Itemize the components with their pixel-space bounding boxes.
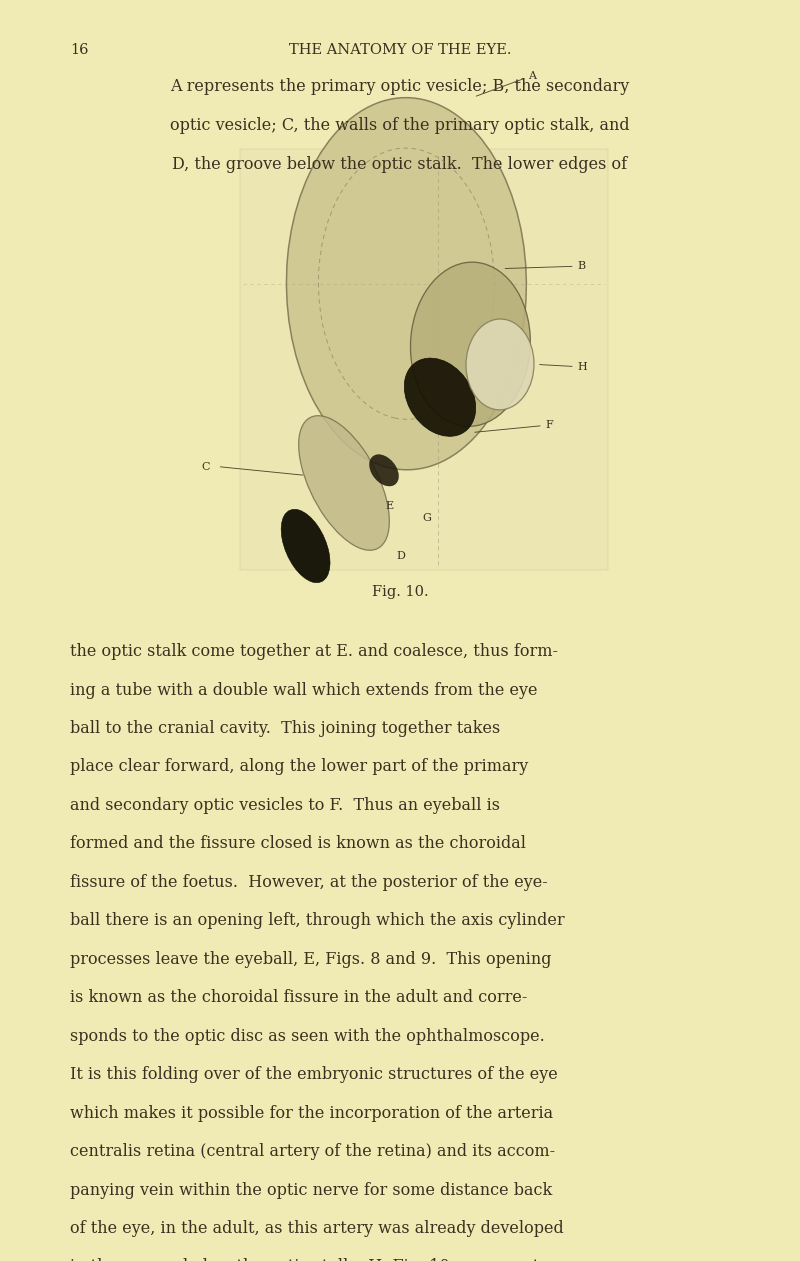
Text: formed and the fissure closed is known as the choroidal: formed and the fissure closed is known a…: [70, 835, 526, 852]
Text: the optic stalk come together at E. and coalesce, thus form-: the optic stalk come together at E. and …: [70, 643, 558, 660]
Text: H: H: [539, 362, 587, 372]
Ellipse shape: [410, 262, 530, 426]
Text: It is this folding over of the embryonic structures of the eye: It is this folding over of the embryonic…: [70, 1066, 558, 1083]
Text: place clear forward, along the lower part of the primary: place clear forward, along the lower par…: [70, 758, 529, 776]
Text: F: F: [474, 420, 554, 433]
Text: G: G: [422, 513, 431, 523]
Text: ball there is an opening left, through which the axis cylinder: ball there is an opening left, through w…: [70, 912, 565, 929]
Ellipse shape: [370, 455, 398, 485]
Bar: [240, 149, 608, 570]
Text: Fig. 10.: Fig. 10.: [372, 585, 428, 599]
Text: D: D: [396, 551, 405, 561]
Text: which makes it possible for the incorporation of the arteria: which makes it possible for the incorpor…: [70, 1105, 554, 1121]
Text: ing a tube with a double wall which extends from the eye: ing a tube with a double wall which exte…: [70, 681, 538, 699]
Text: optic vesicle; C, the walls of the primary optic stalk, and: optic vesicle; C, the walls of the prima…: [170, 117, 630, 134]
Text: sponds to the optic disc as seen with the ophthalmoscope.: sponds to the optic disc as seen with th…: [70, 1028, 545, 1044]
Text: is known as the choroidal fissure in the adult and corre-: is known as the choroidal fissure in the…: [70, 989, 528, 1006]
Text: in the groove below the optic stalk.  H, Fig. 10, represents: in the groove below the optic stalk. H, …: [70, 1258, 548, 1261]
Text: A: A: [476, 71, 536, 96]
Text: of the eye, in the adult, as this artery was already developed: of the eye, in the adult, as this artery…: [70, 1221, 564, 1237]
Text: A represents the primary optic vesicle; B, the secondary: A represents the primary optic vesicle; …: [170, 78, 630, 95]
Text: panying vein within the optic nerve for some distance back: panying vein within the optic nerve for …: [70, 1182, 553, 1198]
Text: 16: 16: [70, 43, 89, 57]
Text: and secondary optic vesicles to F.  Thus an eyeball is: and secondary optic vesicles to F. Thus …: [70, 797, 501, 813]
Text: fissure of the foetus.  However, at the posterior of the eye-: fissure of the foetus. However, at the p…: [70, 874, 548, 890]
Ellipse shape: [286, 97, 526, 470]
Text: ball to the cranial cavity.  This joining together takes: ball to the cranial cavity. This joining…: [70, 720, 501, 736]
Ellipse shape: [298, 416, 390, 550]
Text: processes leave the eyeball, E, Figs. 8 and 9.  This opening: processes leave the eyeball, E, Figs. 8 …: [70, 951, 552, 967]
Text: B: B: [505, 261, 586, 271]
Text: D, the groove below the optic stalk.  The lower edges of: D, the groove below the optic stalk. The…: [173, 156, 627, 173]
Ellipse shape: [466, 319, 534, 410]
Ellipse shape: [404, 358, 476, 436]
Text: C: C: [202, 462, 210, 472]
Text: THE ANATOMY OF THE EYE.: THE ANATOMY OF THE EYE.: [289, 43, 511, 57]
Ellipse shape: [281, 509, 330, 583]
Text: E: E: [386, 501, 394, 511]
Text: centralis retina (central artery of the retina) and its accom-: centralis retina (central artery of the …: [70, 1142, 555, 1160]
